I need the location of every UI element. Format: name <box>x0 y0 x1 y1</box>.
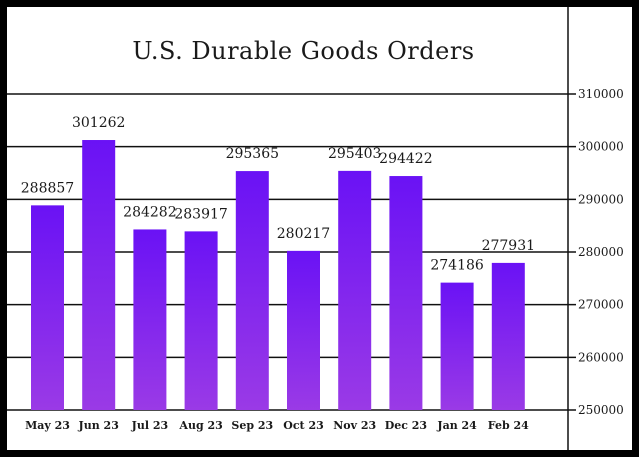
y-tick-label: 250000 <box>578 403 624 417</box>
x-tick-label: Dec 23 <box>385 419 427 432</box>
y-tick-label: 310000 <box>578 87 624 101</box>
value-label: 277931 <box>482 238 535 254</box>
bar <box>338 170 372 410</box>
bar <box>82 140 116 410</box>
y-tick-label: 300000 <box>578 140 624 154</box>
value-label: 283917 <box>174 206 227 222</box>
x-tick-label: Jan 24 <box>436 419 477 432</box>
value-label: 288857 <box>21 180 74 196</box>
x-tick-label: Sep 23 <box>231 419 273 432</box>
bar <box>235 171 269 410</box>
bar <box>31 205 64 410</box>
x-tick-label: Jul 23 <box>131 419 169 432</box>
y-tick-label: 270000 <box>578 298 624 312</box>
bar <box>389 176 423 410</box>
value-label: 295403 <box>328 146 381 162</box>
value-label: 295365 <box>226 146 279 162</box>
x-axis-labels: May 23 Jun 23 Jul 23 Aug 23 Sep 23 Oct 23 Nov … <box>25 419 529 432</box>
value-label: 280217 <box>277 226 330 242</box>
x-tick-label: Feb 24 <box>488 419 529 432</box>
y-tick-label: 260000 <box>578 350 624 364</box>
bar <box>491 262 525 410</box>
value-label: 301262 <box>72 115 125 131</box>
chart-title: U.S. Durable Goods Orders <box>132 37 475 65</box>
bars <box>31 140 525 410</box>
bar <box>133 229 167 410</box>
chart-frame: U.S. Durable Goods Orders 288857 301262 28… <box>7 7 632 450</box>
x-tick-label: Oct 23 <box>283 419 324 432</box>
x-tick-label: Aug 23 <box>178 419 222 432</box>
value-label: 284282 <box>123 204 176 220</box>
bar <box>184 231 218 410</box>
value-label: 294422 <box>379 151 432 167</box>
y-axis: 250000 260000 270000 280000 290000 300000 3100… <box>567 7 624 450</box>
y-tick-label: 290000 <box>578 192 624 206</box>
bar <box>440 282 474 410</box>
x-tick-label: Jun 23 <box>78 419 119 432</box>
x-tick-label: May 23 <box>25 419 70 432</box>
value-label: 274186 <box>430 258 484 274</box>
y-tick-label: 280000 <box>578 245 624 259</box>
x-tick-label: Nov 23 <box>333 419 376 432</box>
bar <box>287 250 320 410</box>
